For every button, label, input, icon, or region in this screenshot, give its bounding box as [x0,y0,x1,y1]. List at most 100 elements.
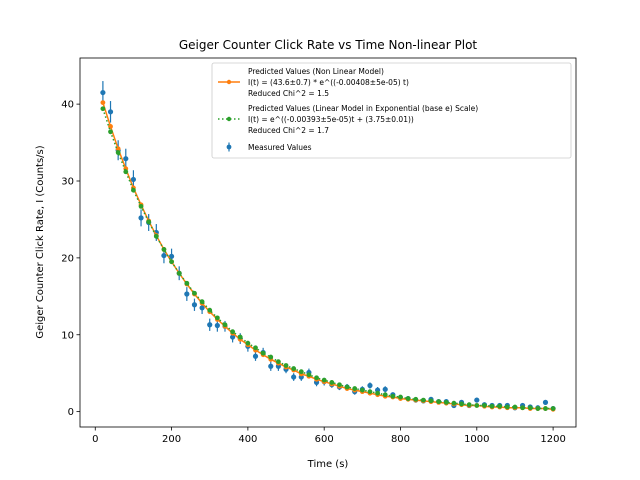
linear-model-point [482,403,487,408]
x-axis-label: Time (s) [307,459,349,470]
linear-model-point [123,169,129,175]
linear-model-point [245,340,251,346]
legend-box [211,62,572,159]
linear-model-point [276,359,281,365]
linear-model-point [169,259,174,265]
linear-model-point [306,372,312,378]
linear-model-point [466,402,472,408]
measured-point [542,399,549,405]
linear-model-point [535,406,541,411]
linear-model-point [268,354,274,360]
linear-model-point [398,394,403,400]
linear-model-point [291,366,297,371]
linear-model-point [237,334,243,340]
linear-model-point [337,382,342,388]
linear-model-point [375,390,380,396]
linear-model-point [420,397,426,403]
axes-frame [79,57,577,428]
legend-entry-text: Predicted Values (Non Linear Model) [248,67,384,76]
measured-point [130,176,137,183]
x-tick-label: 400 [238,434,257,445]
linear-model-point [520,405,525,411]
linear-model-point [550,406,556,411]
linear-model-point [207,307,213,313]
linear-model-point [352,386,358,391]
measured-point [100,89,106,96]
measured-point [207,322,213,328]
measured-point [123,156,129,162]
x-tick-label: 1200 [540,434,565,445]
linear-model-point [176,270,182,276]
x-tick-label: 0 [92,434,98,445]
x-tick-label: 800 [391,434,410,445]
linear-model-point [413,396,419,402]
linear-model-point [451,400,457,406]
x-tick-label: 200 [162,434,181,445]
linear-model-point [527,405,533,411]
plot-area [100,81,556,412]
y-tick-label: 10 [61,330,74,341]
y-tick-label: 0 [68,407,74,418]
linear-model-point [298,369,304,375]
legend-entry-text: Reduced Chi^2 = 1.5 [248,89,329,98]
measured-point [367,382,373,389]
measured-point [214,322,220,329]
legend-entry-text: I(t) = (43.6±0.7) * e^((-0.00408±5e-05) … [248,78,409,87]
linear-model-point [222,322,228,328]
legend-entry-text: I(t) = e^((-0.00393±5e-05)t + (3.75±0.01… [248,115,414,124]
axis-ticks: 0 200 400 600 800 1000 1200 0 10 20 30 40 [61,100,566,445]
linear-model-point [199,299,205,305]
linear-model-point [115,150,121,155]
linear-model-point [405,396,411,401]
linear-model-point [108,129,113,135]
linear-model-point [161,247,167,252]
linear-model-point [497,403,503,409]
measured-point [199,305,205,311]
linear-model-point [390,393,396,399]
linear-model-point [321,377,327,383]
linear-model-point [184,280,190,286]
linear-model-point [260,350,266,356]
legend-handle-marker [226,79,232,85]
linear-model-point [512,404,518,410]
linear-model-point [489,403,495,409]
linear-model-point [153,233,159,239]
legend-handle-marker [226,144,232,150]
measured-point [382,386,388,392]
linear-model-point [230,329,236,335]
linear-model-point [214,315,220,321]
measured-point [268,363,274,369]
linear-model-point [474,403,480,408]
linear-model-point [428,398,434,404]
linear-model-point [146,219,152,225]
y-tick-label: 40 [61,100,74,111]
measured-point [138,215,144,221]
y-tick-label: 30 [61,177,74,188]
legend-handle-marker [226,116,232,122]
linear-model-point [283,363,289,368]
y-tick-label: 20 [61,253,74,264]
x-tick-label: 600 [315,434,334,445]
measured-point [230,334,236,340]
chart-title: Geiger Counter Click Rate vs Time Non-li… [179,38,478,52]
linear-model-point [131,187,136,193]
linear-model-point [100,106,106,112]
nonlinear-model-point [108,124,113,129]
linear-model-point [359,387,365,393]
linear-model-point [443,400,449,405]
legend-entry-text: Measured Values [248,143,312,152]
linear-model-point [344,384,350,390]
linear-model-point [329,380,335,385]
measured-point [168,253,175,259]
measured-point [474,397,480,403]
measured-point [107,109,114,115]
linear-model-point [253,345,258,351]
legend-entry-text: Reduced Chi^2 = 1.7 [248,126,329,135]
linear-model-point [367,389,373,395]
linear-model-point [314,375,319,381]
y-axis-label: Geiger Counter Click Rate, I (Counts/s) [35,145,46,338]
linear-model-point [382,392,388,398]
nonlinear-model-point [100,100,106,105]
measured-point [291,374,297,380]
